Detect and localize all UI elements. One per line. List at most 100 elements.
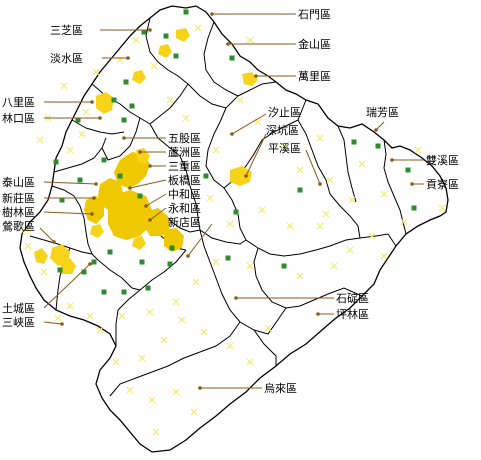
cross-marker [358, 160, 366, 168]
cross-marker [112, 358, 120, 366]
city-outline [19, 5, 449, 453]
cross-marker [330, 262, 338, 270]
site-marker [91, 259, 97, 265]
cross-marker [400, 218, 408, 226]
cross-marker [182, 114, 190, 122]
label-linkou: 林口區 [2, 111, 35, 125]
site-marker [169, 245, 175, 251]
site-marker [101, 157, 107, 163]
cross-marker [178, 316, 186, 324]
site-marker [351, 139, 357, 145]
site-marker [77, 177, 83, 183]
site-marker [375, 143, 381, 149]
cross-marker [66, 302, 74, 310]
cross-marker [438, 204, 446, 212]
cross-marker [78, 130, 86, 138]
site-marker [145, 285, 151, 291]
cross-marker [160, 336, 168, 344]
site-marker [121, 117, 127, 123]
cross-marker [226, 342, 234, 350]
cross-marker [66, 146, 74, 154]
site-marker [117, 173, 123, 179]
label-shuangxi: 雙溪區 [426, 154, 459, 167]
cross-marker [200, 328, 208, 336]
site-marker [101, 289, 107, 295]
site-marker [281, 263, 287, 269]
cross-marker [326, 176, 334, 184]
label-tucheng: 土城區 [2, 302, 35, 315]
label-yonghe: 永和區 [168, 201, 201, 215]
site-marker [75, 117, 81, 123]
cross-marker [126, 386, 134, 394]
label-luzhou: 蘆洲區 [168, 145, 201, 159]
cross-marker [212, 258, 220, 266]
site-marker [203, 173, 209, 179]
marker-layer [22, 9, 446, 436]
site-marker [405, 167, 411, 173]
cross-marker [172, 388, 180, 396]
cross-marker [118, 312, 126, 320]
cross-marker [92, 68, 100, 76]
label-sanzhi: 三芝區 [50, 24, 83, 37]
site-marker [225, 255, 231, 261]
label-sanchong: 三重區 [168, 159, 201, 173]
cross-marker [368, 232, 376, 240]
cross-marker [192, 278, 200, 286]
site-marker [121, 289, 127, 295]
cross-marker [246, 36, 254, 44]
cross-marker [296, 166, 304, 174]
site-marker [57, 267, 63, 273]
site-marker [107, 249, 113, 255]
cross-marker [380, 252, 388, 260]
cross-marker [316, 222, 324, 230]
label-banqiao: 板橋區 [168, 173, 201, 187]
label-yingge: 鶯歌區 [2, 219, 35, 233]
label-taishan: 泰山區 [2, 175, 35, 189]
cross-marker [40, 268, 48, 276]
cross-marker [348, 196, 356, 204]
label-bali: 八里區 [2, 96, 35, 109]
cross-marker [296, 272, 304, 280]
label-wugu: 五股區 [168, 132, 201, 145]
cross-marker [150, 62, 158, 70]
label-xizhi: 汐止區 [268, 105, 301, 119]
site-marker [111, 97, 117, 103]
cross-marker [54, 314, 62, 322]
cross-marker [286, 222, 294, 230]
cross-marker [146, 308, 154, 316]
cross-marker [206, 194, 214, 202]
site-marker [297, 187, 303, 193]
label-pinglin: 坪林區 [336, 307, 369, 321]
cross-marker [36, 136, 44, 144]
cross-marker [322, 210, 330, 218]
cross-marker [258, 206, 266, 214]
cross-marker [190, 408, 198, 416]
cross-marker [138, 354, 146, 362]
label-wanli: 萬里區 [298, 70, 331, 83]
leader-lines [39, 12, 424, 390]
cross-marker [226, 220, 234, 228]
site-marker [139, 259, 145, 265]
label-xinzhuang: 新莊區 [2, 191, 35, 205]
site-marker [183, 9, 189, 15]
district-labels: 石門區 三芝區 金山區 淡水區 萬里區 八里區 汐止區 瑞芳區 林口區 深坑區 … [2, 8, 459, 395]
cross-marker [414, 146, 422, 154]
site-marker [167, 261, 173, 267]
label-ruifang: 瑞芳區 [366, 105, 399, 119]
cross-marker [96, 326, 104, 334]
cross-marker [166, 96, 174, 104]
site-marker [229, 55, 235, 61]
cross-marker [212, 146, 220, 154]
cross-marker [194, 24, 202, 32]
site-marker [173, 53, 179, 59]
label-sanxia: 三峽區 [2, 316, 35, 329]
site-marker [123, 79, 129, 85]
label-shiding: 石碇區 [336, 291, 369, 305]
label-tamsui: 淡水區 [50, 52, 83, 65]
label-xindian: 新店區 [168, 215, 201, 229]
cross-marker [246, 262, 254, 270]
cross-marker [86, 312, 94, 320]
site-marker [59, 197, 65, 203]
